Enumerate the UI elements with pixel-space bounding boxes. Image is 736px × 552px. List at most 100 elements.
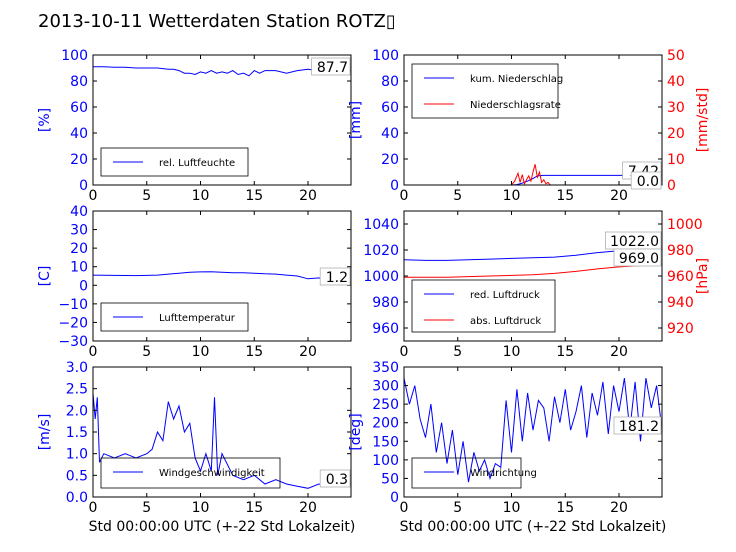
y-tick-label: 150 bbox=[372, 434, 399, 450]
current-value-label: 0.3 bbox=[326, 472, 348, 488]
x-tick-label: 0 bbox=[400, 500, 409, 516]
y-tick-label: 40 bbox=[381, 126, 399, 142]
y-tick-label: 1040 bbox=[363, 217, 399, 233]
y-axis-label-right: [hPa] bbox=[695, 258, 711, 294]
x-tick-label: 0 bbox=[89, 344, 98, 360]
panel-humidity: 0 5 10 15 20 0 20 40 60 80 100 [%] rel. Luftfeuchte 8… bbox=[37, 48, 352, 204]
current-value-box bbox=[319, 469, 351, 488]
legend-label: rel. Luftfeuchte bbox=[159, 158, 235, 169]
y-tick-label: −30 bbox=[58, 334, 88, 350]
y-tick-label: 960 bbox=[372, 321, 399, 337]
y-tick-label: 40 bbox=[70, 204, 88, 220]
legend-box bbox=[411, 457, 522, 489]
x-tick-label: 20 bbox=[299, 500, 317, 516]
panel-pressure: 0 5 10 15 20 960 980 1000 1020 1040 920 940 960 980 10… bbox=[363, 210, 711, 360]
y-tick-label: 20 bbox=[70, 241, 88, 257]
legend-box bbox=[411, 279, 556, 333]
y-tick-label: 1.5 bbox=[66, 425, 88, 441]
series-line-precipitation-1 bbox=[404, 164, 662, 185]
y-tick-label: 0.5 bbox=[66, 468, 88, 484]
y-tick-label: 350 bbox=[372, 360, 399, 376]
legend-box bbox=[100, 147, 249, 177]
y-axis-label: [C] bbox=[37, 266, 53, 287]
y-tick-label: 980 bbox=[372, 295, 399, 311]
y-axis-label-right: [mm/std] bbox=[695, 88, 711, 153]
current-value-box bbox=[311, 57, 351, 76]
y-tick-label: 2.0 bbox=[66, 403, 88, 419]
series-line-temperature-0 bbox=[93, 271, 351, 284]
y-axis-label: [deg] bbox=[348, 413, 364, 450]
x-tick-label: 10 bbox=[192, 188, 210, 204]
panel-wind-speed: 0 5 10 15 20 0.0 0.5 1.0 1.5 2.0 2.5 3.0 [m/s] Std 00… bbox=[37, 360, 355, 535]
x-tick-label: 0 bbox=[89, 188, 98, 204]
y-tick-label: 250 bbox=[372, 397, 399, 413]
x-tick-label: 5 bbox=[142, 500, 151, 516]
y-tick-label-right: 960 bbox=[667, 269, 694, 285]
legend-label: Windgeschwindigkeit bbox=[159, 468, 265, 479]
plot-frame bbox=[403, 54, 663, 186]
y-axis-label: [mm] bbox=[348, 101, 364, 139]
x-tick-label: 5 bbox=[453, 188, 462, 204]
y-tick-label: 300 bbox=[372, 379, 399, 395]
y-tick-label: 20 bbox=[70, 152, 88, 168]
x-tick-label: 10 bbox=[192, 344, 210, 360]
current-value-box bbox=[613, 416, 662, 435]
y-tick-label-right: 10 bbox=[667, 152, 685, 168]
y-tick-label: 100 bbox=[61, 48, 88, 64]
current-value-label: 181.2 bbox=[619, 419, 659, 435]
y-tick-label-right: 40 bbox=[667, 74, 685, 90]
x-tick-label: 5 bbox=[453, 344, 462, 360]
y-tick-label: 1020 bbox=[363, 243, 399, 259]
y-tick-label-right: 940 bbox=[667, 295, 694, 311]
current-value-label: 87.7 bbox=[317, 60, 348, 76]
x-tick-label: 5 bbox=[142, 344, 151, 360]
x-axis-label: Std 00:00:00 UTC (+-22 Std Lokalzeit) bbox=[89, 519, 356, 535]
x-tick-label: 20 bbox=[299, 344, 317, 360]
y-tick-label-right: 30 bbox=[667, 100, 685, 116]
y-tick-label: 100 bbox=[372, 48, 399, 64]
y-tick-label: 80 bbox=[381, 74, 399, 90]
panel-temperature: 0 5 10 15 20 −30 −20 −10 0 10 20 30 40 [C] Lufttempera… bbox=[37, 204, 352, 360]
x-tick-label: 15 bbox=[245, 500, 263, 516]
y-axis-label: [m/s] bbox=[37, 414, 53, 451]
x-tick-label: 20 bbox=[610, 188, 628, 204]
y-tick-label-right: 1000 bbox=[667, 217, 703, 233]
x-tick-label: 15 bbox=[556, 188, 574, 204]
y-tick-label: 3.0 bbox=[66, 360, 88, 376]
y-tick-label: 100 bbox=[372, 453, 399, 469]
y-tick-label: 0 bbox=[390, 178, 399, 194]
y-tick-label: 0 bbox=[390, 490, 399, 506]
series-line-wind-speed-0 bbox=[93, 392, 351, 489]
y-tick-label: 2.5 bbox=[66, 382, 88, 398]
y-tick-label: 10 bbox=[70, 260, 88, 276]
y-tick-label: 60 bbox=[381, 100, 399, 116]
plot-frame bbox=[92, 210, 352, 342]
figure-title: 2013-10-11 Wetterdaten Station ROTZ▯ bbox=[38, 11, 396, 32]
y-tick-label-right: 20 bbox=[667, 126, 685, 142]
current-value-box bbox=[319, 267, 351, 286]
y-tick-label-right: 0 bbox=[667, 178, 676, 194]
y-axis-label: [%] bbox=[37, 108, 53, 132]
y-tick-label: 200 bbox=[372, 416, 399, 432]
x-tick-label: 20 bbox=[299, 188, 317, 204]
x-tick-label: 10 bbox=[503, 344, 521, 360]
x-tick-label: 0 bbox=[89, 500, 98, 516]
x-tick-label: 15 bbox=[556, 500, 574, 516]
x-tick-label: 15 bbox=[556, 344, 574, 360]
x-tick-label: 5 bbox=[142, 188, 151, 204]
y-tick-label: 1000 bbox=[363, 269, 399, 285]
x-axis-label: Std 00:00:00 UTC (+-22 Std Lokalzeit) bbox=[400, 519, 667, 535]
current-value-label: 0.0 bbox=[637, 174, 659, 190]
x-tick-label: 20 bbox=[610, 344, 628, 360]
y-tick-label: 0 bbox=[79, 278, 88, 294]
y-tick-label: 1.0 bbox=[66, 447, 88, 463]
plot-frame bbox=[403, 366, 663, 498]
legend-label: abs. Luftdruck bbox=[470, 316, 541, 327]
y-tick-label: 0 bbox=[79, 178, 88, 194]
legend-box bbox=[100, 302, 249, 332]
series-line-humidity-0 bbox=[93, 66, 351, 77]
y-tick-label-right: 980 bbox=[667, 243, 694, 259]
